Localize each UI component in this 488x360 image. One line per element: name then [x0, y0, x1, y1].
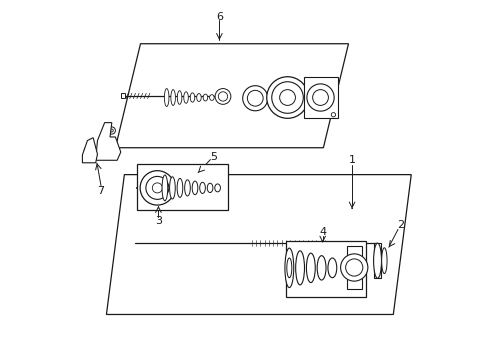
Bar [373, 243, 381, 278]
Ellipse shape [184, 180, 190, 196]
Circle shape [84, 147, 92, 154]
Circle shape [242, 86, 267, 111]
Polygon shape [285, 241, 366, 297]
Polygon shape [115, 44, 348, 148]
Circle shape [110, 129, 113, 132]
Circle shape [266, 77, 308, 118]
Text: 4: 4 [319, 227, 325, 237]
Circle shape [152, 183, 162, 193]
Polygon shape [137, 164, 228, 211]
Ellipse shape [190, 93, 194, 102]
Ellipse shape [285, 248, 293, 288]
Circle shape [279, 90, 295, 105]
Polygon shape [82, 138, 97, 163]
Polygon shape [96, 123, 121, 160]
Ellipse shape [203, 94, 207, 101]
Ellipse shape [214, 184, 220, 192]
Circle shape [140, 171, 174, 205]
Ellipse shape [373, 243, 381, 278]
Ellipse shape [327, 258, 336, 278]
Circle shape [306, 84, 333, 111]
Bar [121, 93, 125, 98]
Ellipse shape [317, 256, 325, 280]
Bar [346, 246, 361, 289]
Text: 5: 5 [210, 152, 217, 162]
Ellipse shape [169, 177, 175, 199]
Ellipse shape [192, 181, 198, 195]
Ellipse shape [183, 92, 188, 103]
Circle shape [345, 259, 362, 276]
Ellipse shape [177, 91, 182, 104]
Circle shape [108, 127, 115, 134]
Circle shape [218, 92, 227, 101]
Text: 3: 3 [155, 216, 162, 226]
Ellipse shape [170, 90, 175, 105]
Ellipse shape [196, 94, 201, 102]
Circle shape [312, 90, 328, 105]
Circle shape [105, 144, 109, 148]
Circle shape [271, 82, 303, 113]
Text: 7: 7 [97, 186, 104, 196]
Ellipse shape [295, 251, 304, 285]
Ellipse shape [164, 89, 168, 107]
Circle shape [145, 176, 168, 199]
Ellipse shape [177, 179, 183, 197]
Text: 1: 1 [348, 155, 355, 165]
Circle shape [247, 90, 263, 106]
Text: 6: 6 [216, 12, 223, 22]
Ellipse shape [207, 183, 212, 193]
Circle shape [340, 254, 367, 281]
Ellipse shape [286, 258, 291, 278]
Bar [303, 77, 337, 118]
Ellipse shape [162, 175, 167, 201]
Ellipse shape [199, 182, 205, 193]
Ellipse shape [306, 253, 315, 283]
Ellipse shape [209, 95, 214, 100]
Text: 2: 2 [396, 220, 403, 230]
Circle shape [330, 113, 335, 117]
Circle shape [215, 89, 230, 104]
Polygon shape [106, 175, 410, 315]
Circle shape [103, 141, 112, 150]
Circle shape [86, 149, 90, 152]
Ellipse shape [381, 248, 386, 274]
